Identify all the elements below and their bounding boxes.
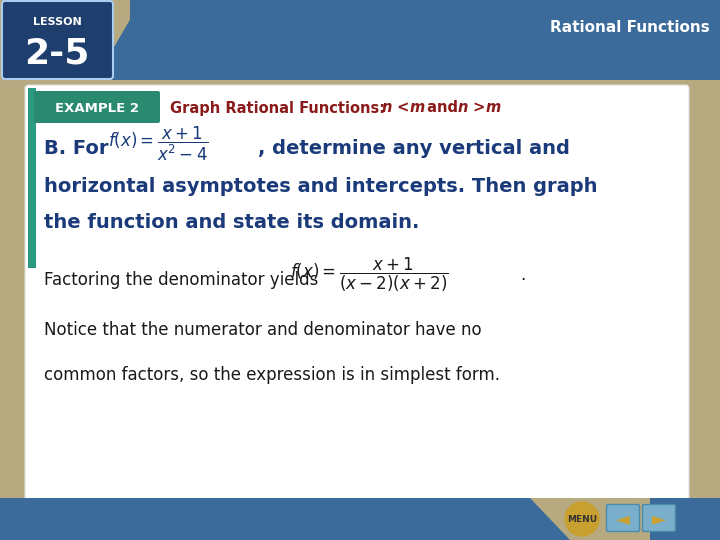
Circle shape [565, 502, 599, 536]
Text: B. For: B. For [44, 138, 109, 158]
Text: and: and [422, 100, 463, 116]
Text: n: n [458, 100, 469, 116]
Text: the function and state its domain.: the function and state its domain. [44, 213, 419, 232]
Text: ►: ► [652, 510, 666, 528]
FancyBboxPatch shape [28, 88, 36, 268]
Polygon shape [95, 0, 300, 80]
Text: $f(x)=\dfrac{x+1}{x^2-4}$: $f(x)=\dfrac{x+1}{x^2-4}$ [108, 125, 209, 163]
FancyBboxPatch shape [34, 91, 160, 123]
Text: .: . [520, 266, 526, 284]
Text: Notice that the numerator and denominator have no: Notice that the numerator and denominato… [44, 321, 482, 339]
Text: m: m [486, 100, 501, 116]
Text: <: < [392, 100, 415, 116]
Polygon shape [0, 0, 130, 80]
Text: >: > [468, 100, 490, 116]
Text: Rational Functions: Rational Functions [550, 21, 710, 36]
Text: common factors, so the expression is in simplest form.: common factors, so the expression is in … [44, 366, 500, 384]
Text: ◄: ◄ [616, 510, 630, 528]
Text: 2-5: 2-5 [24, 37, 90, 71]
FancyBboxPatch shape [25, 85, 689, 501]
Text: EXAMPLE 2: EXAMPLE 2 [55, 102, 139, 114]
Text: LESSON: LESSON [32, 17, 81, 27]
Bar [0, 0, 720, 80]
Polygon shape [500, 498, 570, 540]
Polygon shape [500, 498, 650, 540]
Text: $f(x)=\dfrac{x+1}{(x-2)(x+2)}$: $f(x)=\dfrac{x+1}{(x-2)(x+2)}$ [290, 256, 449, 294]
FancyBboxPatch shape [2, 1, 113, 79]
FancyBboxPatch shape [642, 504, 675, 531]
Text: , determine any vertical and: , determine any vertical and [258, 138, 570, 158]
Text: m: m [410, 100, 426, 116]
Text: Factoring the denominator yields: Factoring the denominator yields [44, 271, 318, 289]
Bar [0, 498, 720, 540]
Text: horizontal asymptotes and intercepts. Then graph: horizontal asymptotes and intercepts. Th… [44, 177, 598, 195]
FancyBboxPatch shape [606, 504, 639, 531]
Text: MENU: MENU [567, 515, 597, 523]
Text: n: n [382, 100, 392, 116]
Text: Graph Rational Functions:: Graph Rational Functions: [170, 100, 390, 116]
